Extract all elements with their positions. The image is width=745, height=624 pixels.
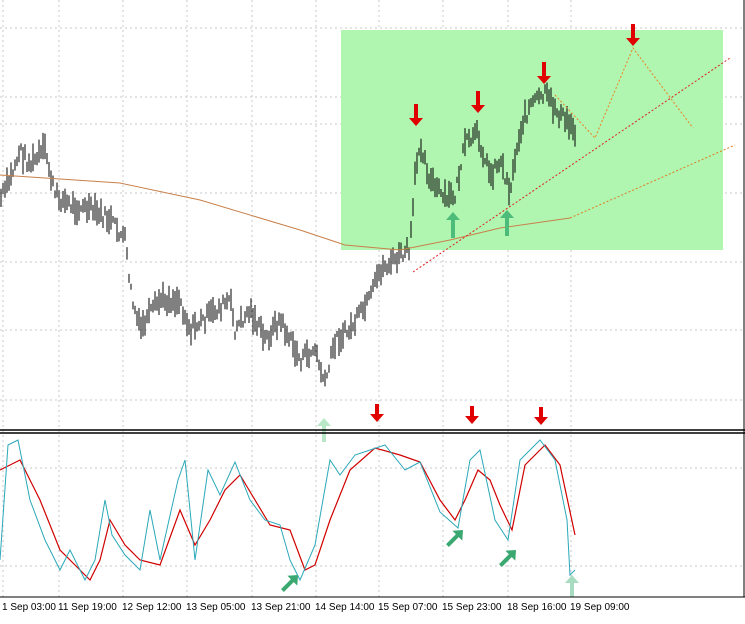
arrow-shaft (570, 582, 574, 597)
x-axis-labels: 1 Sep 03:00 11 Sep 19:00 12 Sep 12:00 13 Se… (2, 602, 630, 613)
arrow (626, 24, 640, 46)
arrow (537, 62, 551, 84)
arrow (370, 404, 384, 422)
oscillator (0, 404, 579, 597)
main-line (0, 439, 576, 582)
signal-line (0, 444, 576, 582)
arrow (409, 104, 423, 126)
arrow (471, 91, 485, 113)
arrow (281, 575, 298, 592)
x-tick-label: 11 Sep 19:00 (58, 602, 117, 613)
arrow-head (452, 530, 463, 541)
arrow (565, 575, 579, 597)
arrow-shaft (499, 553, 513, 567)
arrow-head (565, 575, 579, 583)
x-tick-label: 1 Sep 03:00 (2, 602, 56, 613)
arrow-head (534, 417, 548, 425)
arrow (500, 210, 514, 236)
x-tick-label: 13 Sep 05:00 (186, 602, 246, 613)
arrow-shaft (631, 24, 635, 39)
arrow-head (317, 418, 331, 426)
arrow-shaft (476, 91, 480, 106)
arrow (446, 212, 460, 238)
arrow-head (471, 105, 485, 113)
arrow-shaft (375, 404, 379, 415)
arrow-shaft (446, 533, 460, 547)
arrow-shaft (451, 219, 455, 238)
x-tick-label: 18 Sep 16:00 (507, 602, 567, 613)
arrow (465, 406, 479, 424)
x-tick-label: 14 Sep 14:00 (315, 602, 375, 613)
overlays (0, 24, 736, 442)
arrow-head (409, 118, 423, 126)
arrow-head (500, 210, 514, 218)
arrow-shaft (470, 406, 474, 417)
arrow-shaft (505, 217, 509, 236)
x-tick-label: 19 Sep 09:00 (570, 602, 630, 613)
arrow-head (537, 76, 551, 84)
x-tick-label: 15 Sep 07:00 (378, 602, 438, 613)
arrow-head (505, 550, 516, 561)
arrow-shaft (281, 578, 295, 592)
zigzag-projection (554, 47, 694, 139)
arrow-head (446, 212, 460, 220)
arrow (534, 407, 548, 425)
arrow-shaft (542, 62, 546, 77)
arrow-shaft (539, 407, 543, 418)
moving-average (0, 174, 571, 251)
arrow-head (287, 575, 298, 586)
x-tick-label: 12 Sep 12:00 (122, 602, 182, 613)
arrow (499, 550, 516, 567)
arrow-head (626, 38, 640, 46)
highlight-zone (341, 30, 723, 250)
arrow-head (465, 416, 479, 424)
arrow-head (370, 414, 384, 422)
price-bars (0, 82, 576, 387)
arrow (446, 530, 463, 547)
arrow-shaft (414, 104, 418, 119)
x-tick-label: 13 Sep 21:00 (251, 602, 311, 613)
x-tick-label: 15 Sep 23:00 (442, 602, 502, 613)
